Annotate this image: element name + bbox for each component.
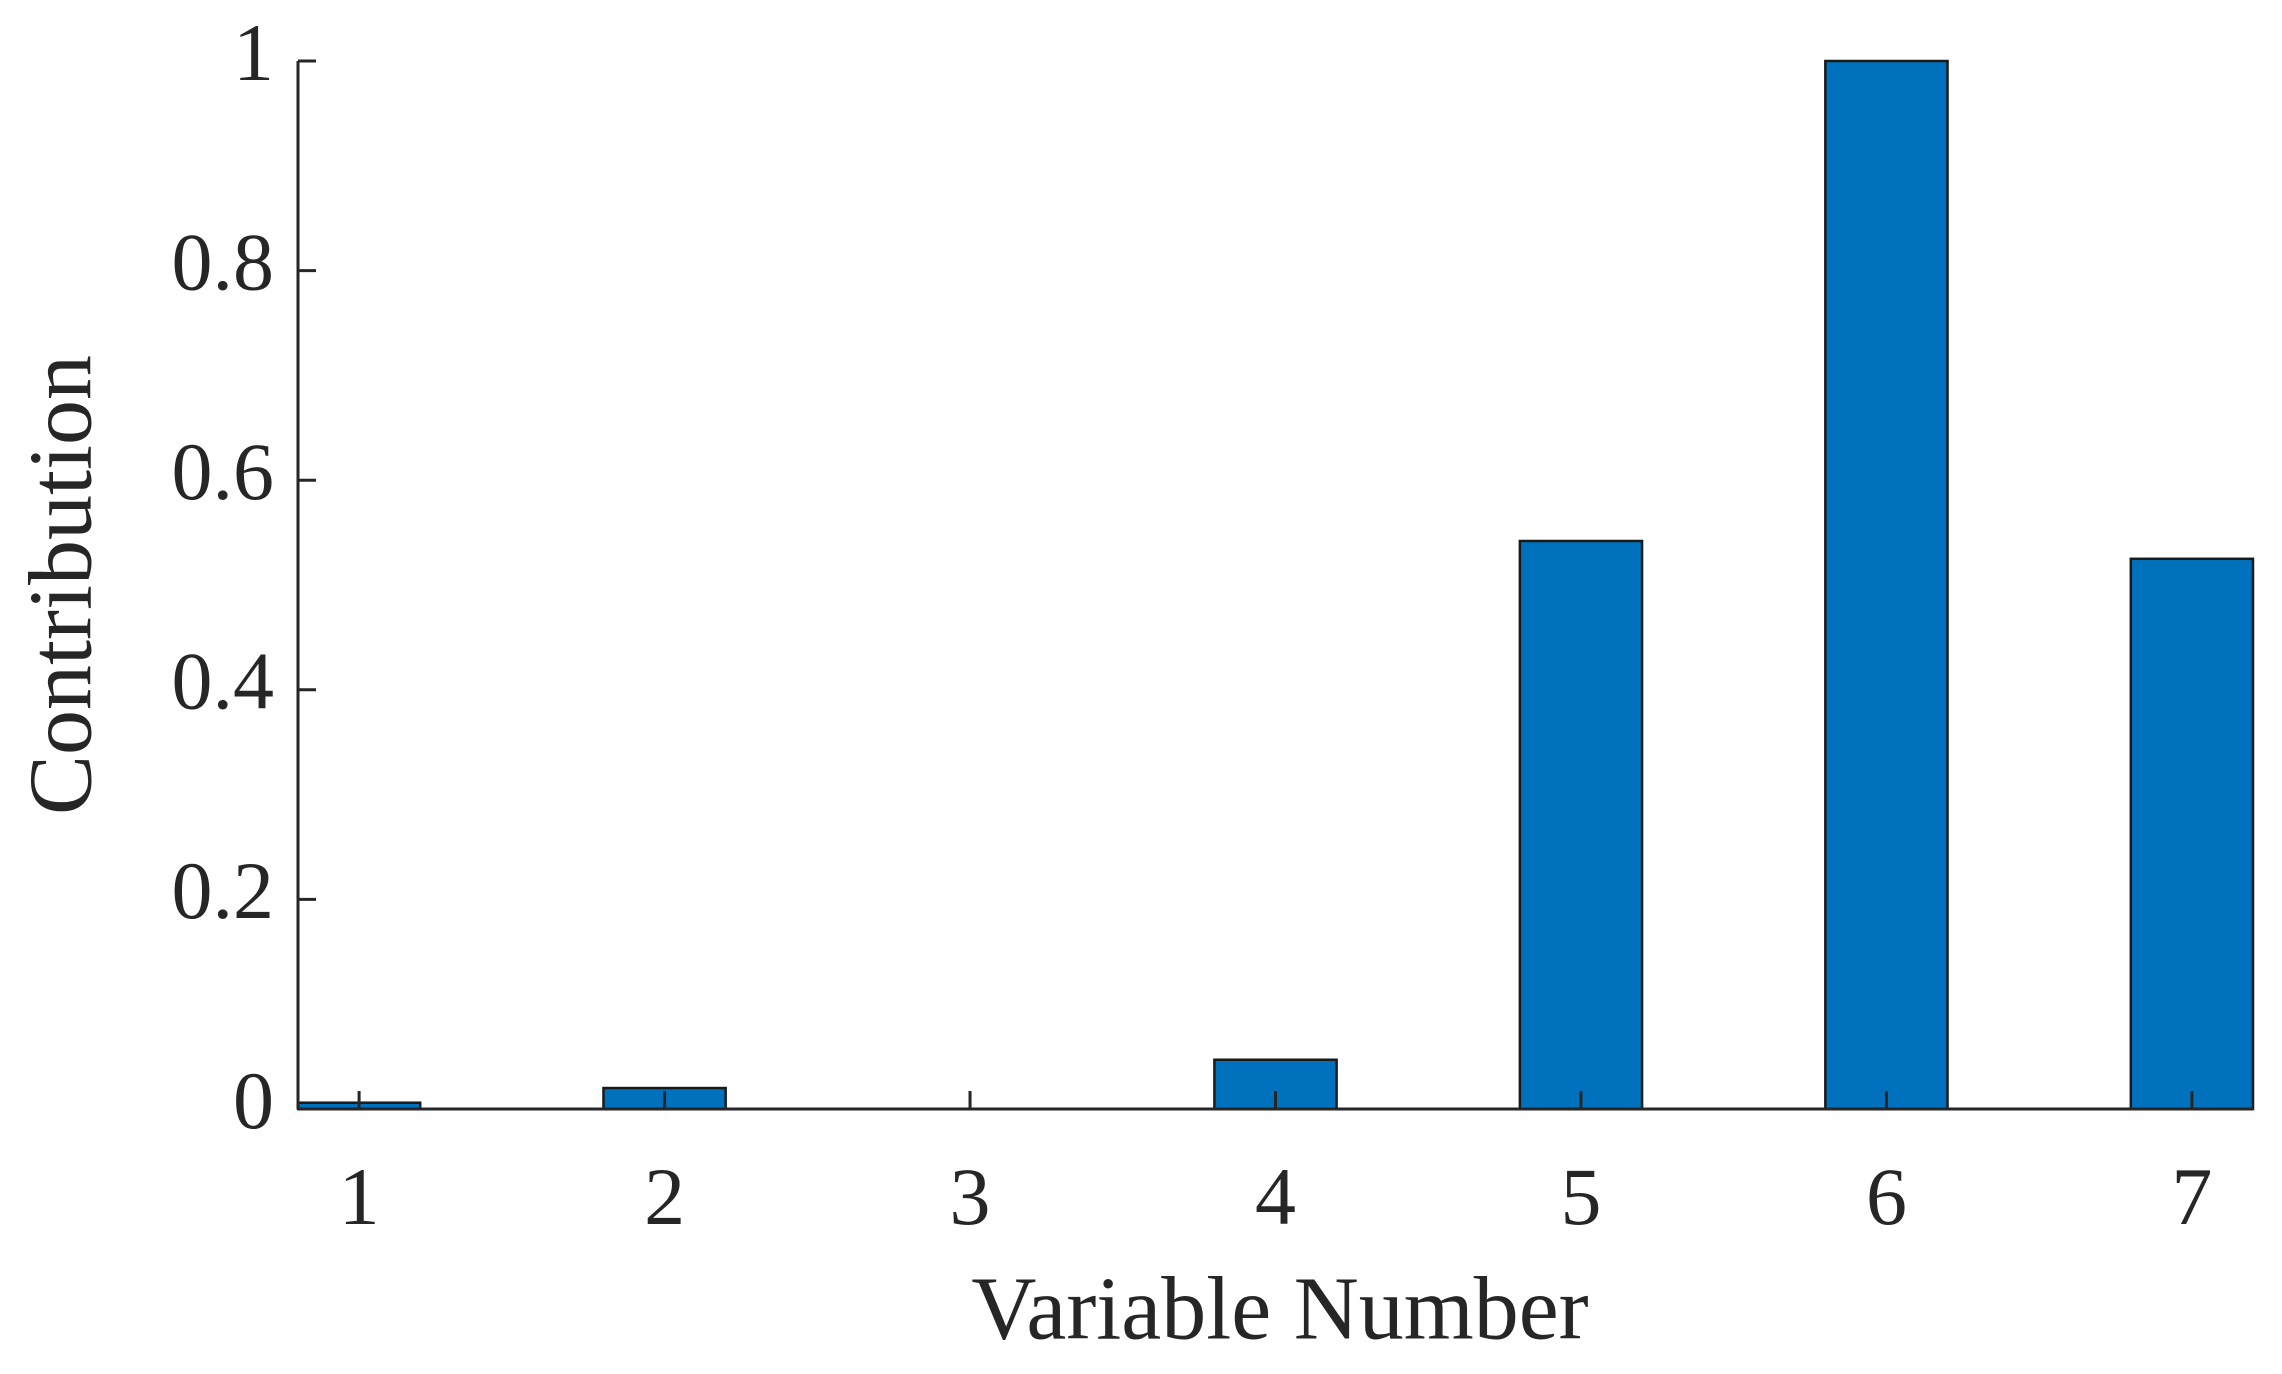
x-axis-label: Variable Number <box>971 1260 1588 1359</box>
y-tick-label: 0.8 <box>172 216 275 307</box>
bar <box>2129 557 2255 1111</box>
x-tick-label: 4 <box>1255 1151 1296 1242</box>
bar <box>1518 539 1644 1111</box>
y-tick-label: 0.6 <box>172 426 275 517</box>
x-tick-label: 7 <box>2171 1151 2212 1242</box>
x-tick-label: 2 <box>644 1151 685 1242</box>
x-tick-label: 6 <box>1866 1151 1907 1242</box>
y-axis-label: Contribution <box>12 355 111 815</box>
y-tick-label: 1 <box>233 7 274 98</box>
y-tick-label: 0.2 <box>172 845 275 936</box>
x-tick-label: 1 <box>339 1151 380 1242</box>
y-tick-label: 0.4 <box>172 636 275 727</box>
y-tick-label: 0 <box>233 1055 274 1146</box>
x-tick-label: 3 <box>950 1151 991 1242</box>
x-tick-label: 5 <box>1560 1151 1601 1242</box>
bar <box>1824 59 1949 1111</box>
